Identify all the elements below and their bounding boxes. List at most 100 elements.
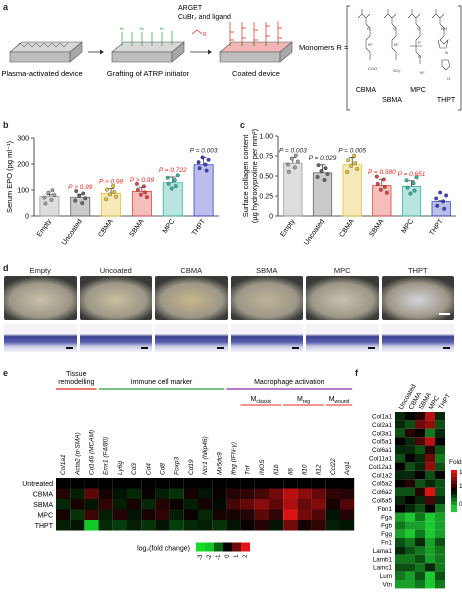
heatmap-cell (425, 496, 435, 505)
gene-label: Acta2 (α-SMA) (74, 432, 81, 476)
heatmap-cell (112, 478, 127, 489)
heatmap-cell (405, 454, 415, 463)
heatmap-cell (283, 520, 298, 531)
heatmap-cell (425, 546, 435, 555)
data-point (412, 188, 417, 193)
data-point (345, 170, 350, 174)
data-point (375, 181, 380, 186)
data-point (77, 193, 82, 198)
legend-gradient-step (451, 480, 457, 485)
legend-gradient-step (451, 473, 457, 478)
data-point (112, 190, 117, 194)
gene-label: Cd146 (MCAM) (89, 430, 96, 475)
gene-label: Mx5dc9 (216, 452, 223, 475)
legend-gradient-step (451, 498, 457, 502)
panel-letter-f: f (355, 368, 358, 378)
heatmap-cell (56, 499, 71, 510)
gene-label: Col1a2 (372, 472, 392, 479)
heatmap-cell (127, 488, 142, 499)
data-point (141, 184, 146, 189)
legend-tick: 0.5 (459, 501, 462, 508)
x-tick-label: THPT (429, 218, 446, 238)
heatmap-cell (425, 538, 435, 547)
heatmap-cell (405, 554, 415, 564)
bar-empty (39, 196, 60, 217)
heatmap-cell (70, 520, 85, 531)
gene-label: Col1a1 (60, 454, 67, 475)
data-point (135, 187, 140, 192)
heatmap-cell (435, 470, 445, 480)
heatmap-cell (395, 580, 405, 589)
gene-label: Cd19 (188, 459, 195, 475)
heatmap-cell (395, 470, 405, 480)
heatmap-cell (395, 479, 405, 488)
heatmap-cell (405, 563, 415, 572)
panel-letter-a: a (3, 2, 9, 12)
heatmap-cell (405, 412, 415, 421)
data-point (295, 159, 300, 164)
svg-text:Br: Br (120, 26, 125, 31)
x-tick-label: Uncoated (61, 218, 84, 247)
legend-gradient-step (451, 491, 457, 495)
scale-bar (216, 347, 224, 349)
group-label: Macrophage activation (254, 379, 325, 386)
y-tick-label: 0 (269, 214, 273, 221)
arrow-right-icon (88, 49, 104, 55)
subgroup-label: Mclassic (250, 396, 271, 405)
data-point (81, 191, 86, 196)
coated-device (219, 21, 293, 63)
heatmap-cell (395, 412, 405, 421)
data-point (292, 165, 297, 170)
heatmap-cell (435, 487, 445, 496)
data-point (384, 190, 389, 195)
heatmap-cell (297, 478, 312, 489)
step-label-2: Grafting of ATRP initiator (107, 69, 190, 78)
row-label: CBMA (33, 491, 54, 498)
gene-label: iNOS (259, 459, 266, 475)
device-photo-sbma (230, 276, 303, 320)
legend-tick: -1 (216, 554, 222, 560)
heatmap-cell (84, 488, 99, 499)
legend-tick: 1 (234, 554, 240, 558)
y-tick-label: 200 (17, 162, 29, 169)
legend-label: log₂(fold change) (137, 546, 190, 553)
data-point (105, 187, 110, 192)
heatmap-cell (405, 470, 415, 480)
heatmap-cell (56, 509, 71, 520)
monomer-sbma: SBMA (382, 97, 402, 104)
heatmap-cell (395, 504, 405, 513)
group-label: Tissue (66, 371, 86, 378)
heatmap-cell (395, 420, 405, 429)
data-point (444, 193, 449, 198)
heatmap-cell (405, 462, 415, 471)
data-point (355, 167, 360, 171)
legend-gradient-step (451, 477, 457, 481)
row-label: MPC (37, 512, 53, 519)
data-point (49, 197, 54, 202)
heatmap-cell (183, 488, 198, 499)
step-label-1: Plasma-activated device (1, 69, 82, 78)
x-tick-label: Uncoated (303, 218, 326, 247)
data-point (104, 197, 109, 202)
heatmap-cell (70, 488, 85, 499)
heatmap-cell (155, 499, 170, 510)
gene-label: Fgg (381, 531, 392, 538)
svg-text:O: O (393, 26, 396, 31)
legend-gradient-step (451, 494, 457, 499)
heatmap-cell (405, 496, 415, 505)
gene-label: Col2a1 (372, 422, 392, 429)
heatmap-cell (141, 509, 156, 520)
y-tick-label: 100 (17, 188, 29, 195)
gene-label: Ly6g (117, 461, 124, 475)
heatmap-cell (155, 509, 170, 520)
heatmap-cell (127, 478, 142, 489)
y-tick-label: 300 (17, 136, 29, 143)
heatmap-cell (405, 428, 415, 438)
data-point (169, 186, 174, 191)
y-tick-label: 1.00 (259, 134, 273, 141)
heatmap-ecm-proteins: UncoatedCBMASBMAMPCTHPTCol1a1Col2a1Col3a… (369, 383, 462, 589)
y-axis-label: Serum EPO (pg ml⁻¹) (5, 141, 14, 213)
svg-text:N⁺: N⁺ (368, 42, 373, 47)
y-tick-label: 0.75 (259, 154, 273, 161)
